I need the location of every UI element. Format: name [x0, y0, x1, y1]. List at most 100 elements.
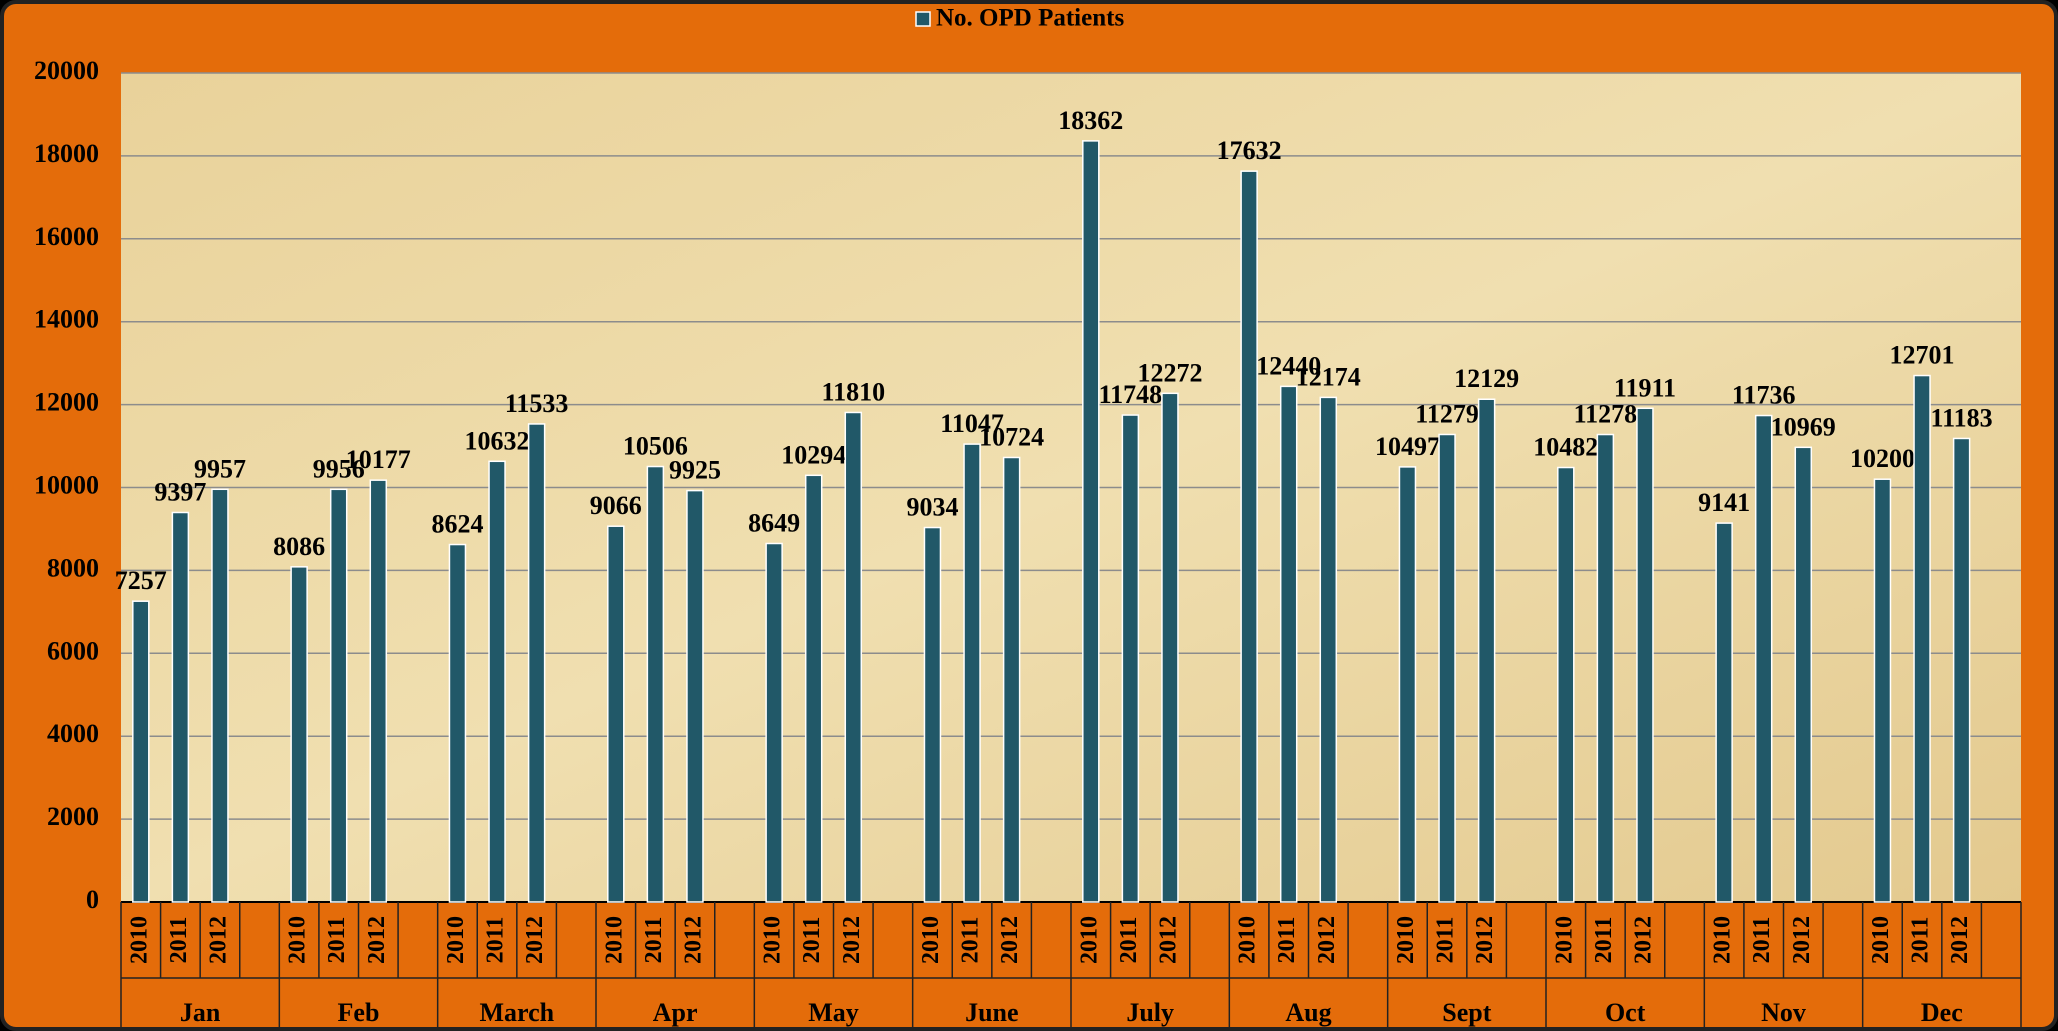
y-tick-label: 8000	[47, 553, 99, 582]
data-label: 12701	[1890, 341, 1955, 370]
x-tick-label: 2012	[364, 916, 390, 964]
x-tick-label: 2011	[958, 917, 984, 964]
data-label: 8624	[431, 510, 483, 539]
x-tick-label: 2010	[1868, 916, 1894, 964]
x-tick-label: 2010	[1551, 916, 1577, 964]
data-label: 9957	[194, 454, 246, 483]
y-tick-label: 16000	[34, 222, 99, 251]
data-label: 11183	[1931, 403, 1993, 432]
bar	[1161, 392, 1179, 903]
data-label: 11810	[822, 377, 886, 406]
data-label: 11047	[940, 409, 1004, 438]
bar	[1754, 414, 1773, 903]
data-label: 8649	[748, 508, 800, 537]
y-tick-label: 0	[86, 885, 99, 914]
x-tick-label: 2012	[839, 916, 865, 964]
bar	[1952, 437, 1971, 903]
bar	[1121, 414, 1140, 903]
bar	[963, 443, 981, 903]
bar	[646, 465, 665, 903]
x-tick-label: 2012	[680, 916, 706, 964]
data-label: 12129	[1454, 364, 1519, 393]
bar	[1913, 374, 1931, 903]
x-tick-label: 2011	[1749, 917, 1775, 964]
x-tick-label: 2012	[1155, 916, 1181, 964]
x-tick-label: 2010	[1076, 916, 1102, 964]
bar	[1082, 140, 1100, 903]
data-label: 11533	[505, 389, 569, 418]
data-label: 10482	[1533, 432, 1598, 461]
data-label: 18362	[1058, 106, 1123, 135]
y-tick-label: 18000	[34, 139, 99, 168]
x-tick-label: 2010	[918, 916, 944, 964]
bar	[1438, 433, 1456, 903]
y-tick-label: 2000	[47, 802, 99, 831]
x-tick-label: 2010	[760, 916, 786, 964]
x-tick-label: 2011	[1908, 917, 1934, 964]
bar	[329, 488, 348, 903]
bar	[448, 543, 467, 903]
y-tick-label: 6000	[47, 636, 99, 665]
x-tick-label: 2012	[997, 916, 1023, 964]
data-label: 7257	[115, 566, 167, 595]
legend-label: No. OPD Patients	[936, 5, 1124, 32]
x-tick-label: 2012	[1630, 916, 1656, 964]
bar	[132, 600, 150, 903]
x-tick-label: 2010	[1235, 916, 1261, 964]
y-tick-label: 20000	[34, 56, 99, 85]
y-tick-label: 14000	[34, 305, 99, 334]
x-tick-label: 2012	[1789, 916, 1815, 964]
x-tick-label: 2011	[483, 917, 509, 964]
x-group-label: May	[808, 998, 859, 1027]
x-tick-label: 2011	[1274, 917, 1300, 964]
bar	[607, 525, 625, 903]
x-tick-label: 2011	[1591, 917, 1617, 964]
data-label: 12174	[1296, 362, 1361, 391]
data-label: 9925	[669, 456, 721, 485]
x-tick-label: 2010	[1710, 916, 1736, 964]
data-label: 17632	[1217, 136, 1282, 165]
data-label: 11748	[1099, 380, 1163, 409]
data-label: 11911	[1614, 373, 1676, 402]
data-label: 9956	[313, 454, 365, 483]
x-group-label: Nov	[1761, 998, 1806, 1027]
bar	[1002, 456, 1021, 903]
x-tick-label: 2011	[1116, 917, 1142, 964]
x-tick-label: 2011	[324, 917, 350, 964]
x-group-label: Apr	[653, 998, 698, 1027]
x-group-label: June	[965, 998, 1018, 1027]
x-tick-label: 2011	[799, 917, 825, 964]
x-tick-label: 2012	[1472, 916, 1498, 964]
data-label: 9034	[906, 493, 958, 522]
bar	[804, 474, 823, 903]
x-group-label: Feb	[338, 998, 380, 1027]
bar	[369, 479, 388, 903]
y-tick-label: 12000	[34, 388, 99, 417]
legend-swatch	[915, 11, 931, 27]
x-tick-label: 2011	[641, 917, 667, 964]
bar	[1240, 170, 1258, 903]
data-label: 11279	[1415, 399, 1479, 428]
bar	[171, 511, 190, 903]
data-label: 10200	[1850, 444, 1915, 473]
x-tick-label: 2012	[205, 916, 231, 964]
data-label: 11736	[1732, 381, 1796, 410]
x-tick-label: 2010	[443, 916, 469, 964]
data-label: 12272	[1137, 358, 1202, 387]
x-group-label: July	[1126, 998, 1174, 1027]
bar	[1477, 398, 1496, 903]
bar	[290, 566, 308, 903]
bar	[527, 423, 546, 903]
data-label: 10177	[346, 445, 411, 474]
x-group-label: Oct	[1605, 998, 1646, 1027]
x-tick-label: 2012	[1947, 916, 1973, 964]
y-tick-label: 4000	[47, 719, 99, 748]
bar	[844, 411, 863, 903]
data-label: 9141	[1698, 488, 1750, 517]
bar	[1636, 407, 1654, 903]
data-label: 12440	[1256, 351, 1321, 380]
bar	[1398, 466, 1417, 903]
x-group-label: Aug	[1285, 998, 1331, 1027]
bar	[1715, 522, 1733, 903]
